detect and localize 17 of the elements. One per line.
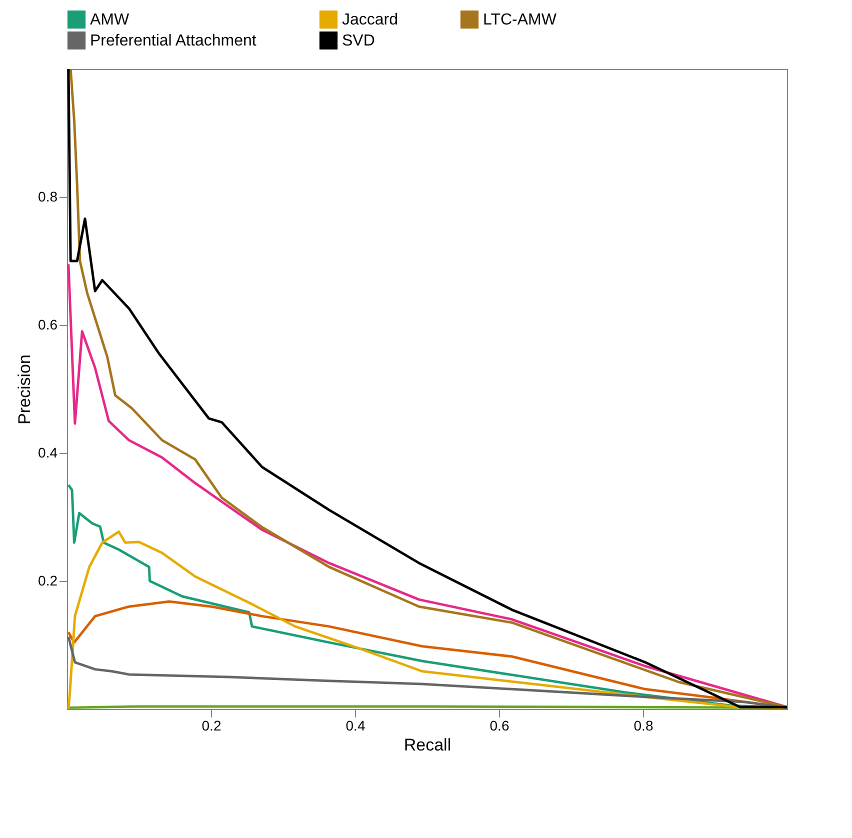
y-tick-label: 0.6 — [38, 316, 58, 332]
legend-label: Preferential Attachment — [90, 32, 257, 50]
line-series — [67, 635, 787, 709]
x-tick-label: 0.2 — [202, 718, 222, 734]
y-tick-label: 0.2 — [38, 572, 58, 588]
legend-label: Jaccard — [342, 12, 398, 29]
x-tick-label: 0.8 — [634, 718, 654, 734]
x-axis-title: Recall — [404, 736, 452, 754]
line-series — [67, 262, 787, 708]
y-tick-label: 0.8 — [38, 188, 58, 204]
y-axis-title: Precision — [15, 354, 34, 424]
legend-label: LTC-AMW — [483, 12, 558, 29]
x-tick-label: 0.6 — [490, 718, 510, 734]
y-tick-label: 0.4 — [38, 444, 58, 460]
legend-label: AMW — [90, 12, 130, 29]
legend-label: SVD — [342, 32, 375, 50]
x-tick-label: 0.4 — [346, 718, 366, 734]
